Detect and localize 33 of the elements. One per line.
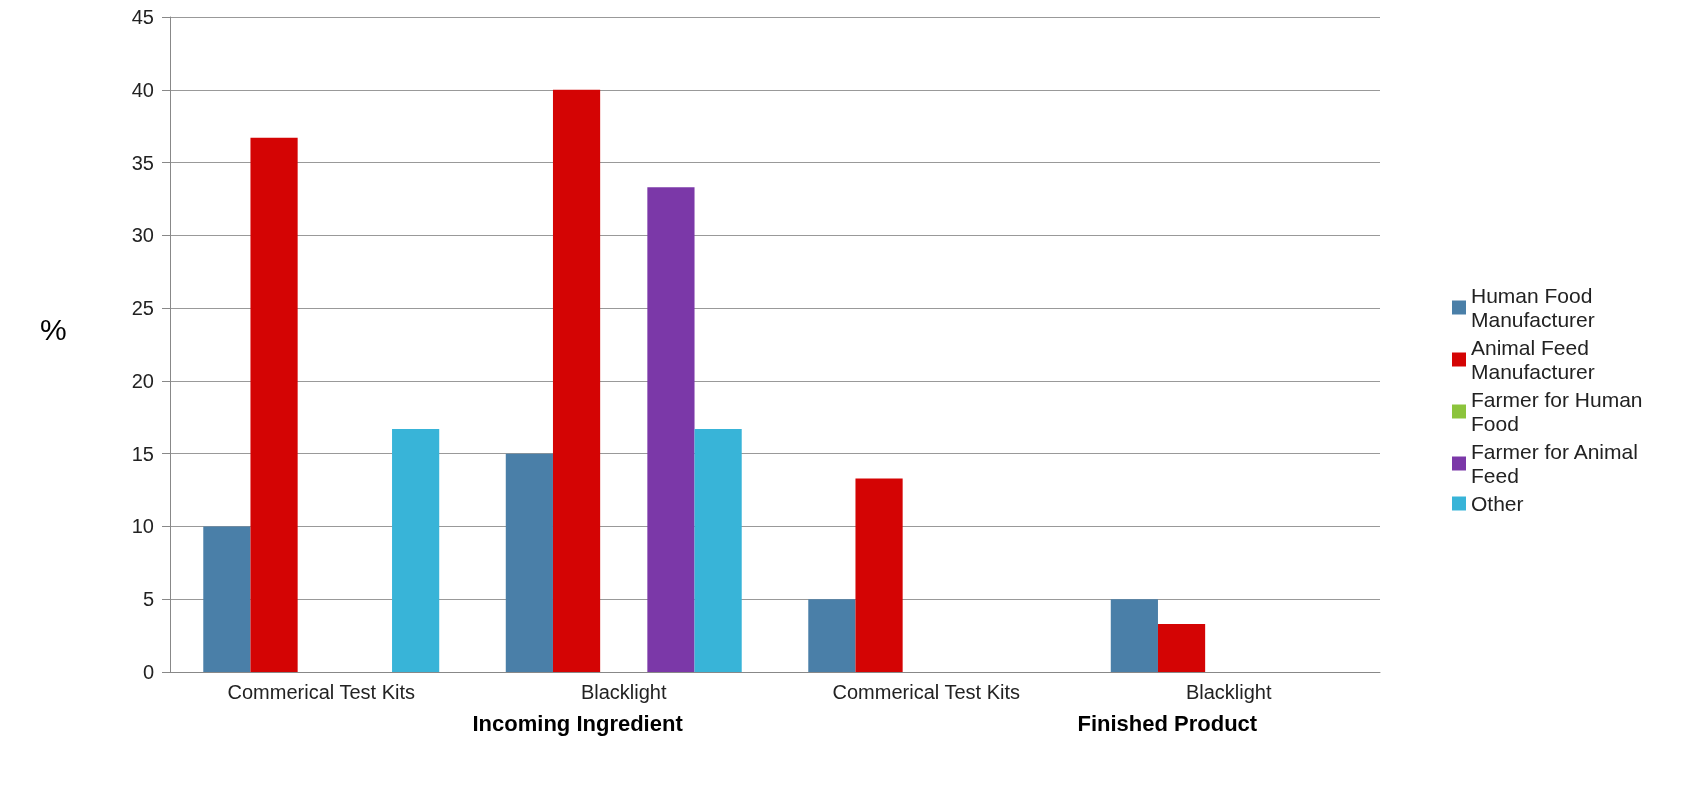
y-tick-label: 30 — [131, 224, 154, 247]
y-tick-label: 10 — [131, 515, 154, 538]
y-axis-title: % — [40, 313, 67, 346]
bar — [203, 526, 251, 672]
bar — [1157, 623, 1206, 672]
x-tick-label: Blacklight — [1185, 681, 1272, 703]
legend-label: Animal Feed Manufacturer — [1471, 336, 1595, 383]
text: Incoming Ingredient — [472, 710, 684, 736]
legend-label: Farmer for Animal Feed — [1471, 440, 1644, 487]
bar — [647, 187, 695, 672]
y-tick-label: 20 — [131, 369, 154, 392]
bar — [1110, 599, 1158, 672]
y-tick-label: 15 — [131, 442, 154, 465]
x-tick-label: Blacklight — [580, 681, 667, 703]
y-tick-label: 45 — [131, 6, 154, 28]
legend-label: Farmer for Human Food — [1471, 388, 1649, 435]
bar — [505, 453, 553, 672]
bar — [552, 89, 601, 672]
y-tick-label: 35 — [131, 151, 154, 174]
bar — [808, 599, 856, 672]
bar — [392, 428, 440, 672]
x-tick-label: Commerical Test Kits — [832, 681, 1020, 703]
legend-label: Other — [1471, 492, 1524, 515]
text: Finished Product — [1077, 710, 1258, 736]
y-tick-label: 5 — [142, 588, 154, 611]
bar — [250, 137, 298, 672]
y-tick-label: 40 — [131, 78, 154, 101]
x-tick-label: Commerical Test Kits — [227, 681, 415, 703]
legend-label: Human Food Manufacturer — [1471, 284, 1599, 331]
bar — [855, 478, 903, 672]
y-tick-label: 0 — [142, 661, 154, 683]
bar — [694, 428, 742, 672]
y-tick-label: 25 — [131, 297, 154, 320]
